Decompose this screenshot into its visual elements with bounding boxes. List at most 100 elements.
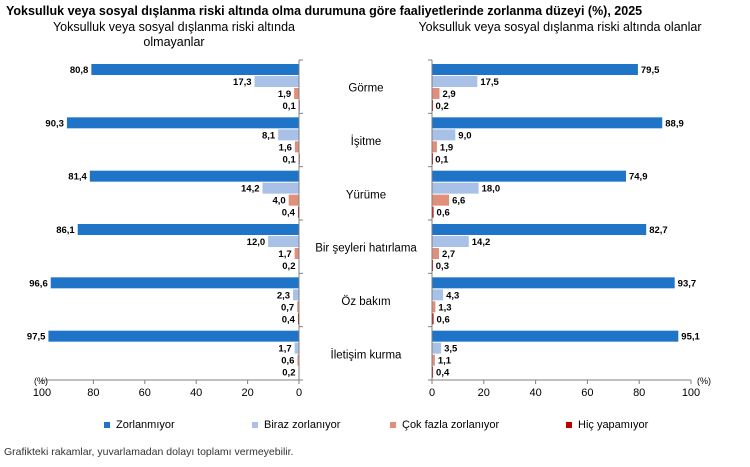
left-bar	[294, 248, 299, 259]
legend-item-biraz-zorlaniyor: Biraz zorlanıyor	[252, 419, 340, 431]
left-data-label: 0,4	[282, 314, 296, 325]
legend-item-cok-fazla-zorlaniyor: Çok fazla zorlanıyor	[390, 419, 499, 431]
right-bar	[432, 330, 679, 342]
left-data-label: 2,3	[277, 290, 290, 301]
left-bar	[66, 117, 299, 129]
left-data-label: 0,7	[281, 302, 294, 313]
footnote: Grafikteki rakamlar, yuvarlamadan dolayı…	[4, 446, 294, 458]
left-unit-label: (%)	[34, 376, 48, 386]
right-data-label: 1,1	[438, 356, 452, 367]
left-data-label: 0,2	[282, 261, 295, 272]
right-bar	[432, 248, 439, 259]
right-bar	[432, 170, 626, 182]
right-x-tick-label: 0	[429, 387, 435, 399]
right-x-tick-label: 100	[682, 387, 700, 399]
left-data-label: 1,6	[279, 142, 292, 153]
left-bar	[48, 330, 299, 342]
left-bar	[77, 224, 300, 235]
right-bar	[432, 277, 675, 289]
right-panel-subtitle: Yoksulluk veya sosyal dışlanma riski alt…	[418, 20, 702, 34]
right-bar	[432, 206, 434, 218]
left-bar	[89, 170, 299, 182]
left-data-label: 96,6	[29, 278, 48, 289]
legend-label: Zorlanmıyor	[116, 419, 175, 431]
right-data-label: 74,9	[629, 172, 648, 183]
left-data-label: 86,1	[56, 225, 75, 236]
left-bar	[294, 141, 299, 153]
left-data-label: 97,5	[27, 332, 46, 343]
left-data-label: 12,0	[247, 237, 266, 248]
left-bar	[50, 277, 299, 289]
right-data-label: 17,5	[480, 77, 499, 88]
left-x-tick-label: 80	[87, 387, 99, 399]
left-bar	[288, 194, 299, 206]
left-bar	[278, 129, 299, 141]
legend-item-zorlanmiyor: Zorlanmıyor	[104, 419, 175, 431]
right-x-tick-label: 20	[478, 387, 490, 399]
left-data-label: 0,1	[283, 154, 297, 165]
right-x-tick-label: 40	[529, 387, 541, 399]
left-data-label: 1,7	[278, 344, 291, 355]
category-label: İşitme	[351, 135, 382, 148]
right-data-label: 2,9	[443, 89, 456, 100]
right-bar	[432, 236, 469, 247]
left-bar	[254, 76, 299, 87]
left-bar	[297, 313, 299, 325]
category-label: Bir şeyleri hatırlama	[315, 243, 417, 255]
right-bar	[432, 313, 434, 325]
right-bar	[432, 141, 437, 153]
left-panel-subtitle: Yoksulluk veya sosyal dışlanma riski alt…	[52, 20, 296, 49]
right-bar	[432, 342, 442, 354]
category-label: Görme	[348, 83, 383, 95]
left-data-label: 8,1	[262, 130, 276, 141]
right-bar	[432, 76, 478, 87]
legend-swatch	[252, 422, 258, 428]
category-label: Öz bakım	[341, 296, 390, 308]
right-data-label: 1,9	[440, 142, 453, 153]
right-data-label: 0,3	[436, 261, 449, 272]
right-unit-label: (%)	[697, 376, 711, 386]
category-label: İletişim kurma	[331, 348, 403, 361]
left-data-label: 90,3	[45, 118, 64, 129]
right-bar	[432, 194, 450, 206]
right-bar	[432, 354, 435, 366]
left-bar	[297, 301, 299, 313]
legend-swatch	[566, 422, 572, 428]
right-data-label: 2,7	[442, 249, 455, 260]
left-data-label: 14,2	[241, 184, 260, 195]
right-bar	[432, 289, 444, 301]
left-data-label: 0,4	[282, 208, 296, 219]
left-data-label: 1,7	[278, 249, 291, 260]
left-bar	[268, 236, 299, 247]
right-data-label: 95,1	[681, 332, 700, 343]
left-data-label: 80,8	[70, 65, 89, 76]
right-bar	[432, 182, 479, 194]
legend-swatch	[390, 422, 396, 428]
right-data-label: 6,6	[452, 196, 465, 207]
left-bar	[297, 206, 299, 218]
left-x-tick-label: 20	[241, 387, 253, 399]
left-data-label: 81,4	[68, 172, 87, 183]
left-x-tick-label: 0	[296, 387, 302, 399]
left-data-label: 17,3	[233, 77, 252, 88]
right-data-label: 0,1	[435, 154, 449, 165]
right-data-label: 0,2	[436, 101, 449, 112]
right-bar	[432, 301, 436, 313]
right-data-label: 88,9	[665, 118, 684, 129]
legend-label: Biraz zorlanıyor	[264, 419, 341, 431]
right-data-label: 3,5	[444, 344, 458, 355]
right-data-label: 18,0	[482, 184, 501, 195]
right-data-label: 82,7	[649, 225, 668, 236]
left-data-label: 0,2	[282, 368, 295, 379]
right-data-label: 0,6	[437, 314, 450, 325]
right-data-label: 79,5	[641, 65, 660, 76]
left-bar	[294, 88, 299, 99]
chart-area: 80,8 90,3 81,4 86,1 96,6 97,5 17,3 8,1 14,2 12,0 2…	[27, 59, 711, 399]
right-data-label: 14,2	[472, 237, 491, 248]
chart-title: Yoksulluk veya sosyal dışlanma riski alt…	[6, 4, 643, 18]
left-data-label: 0,6	[281, 356, 294, 367]
left-x-tick-label: 60	[139, 387, 151, 399]
left-data-label: 4,0	[273, 196, 286, 207]
left-data-label: 0,1	[283, 101, 297, 112]
legend-label: Çok fazla zorlanıyor	[402, 419, 500, 431]
